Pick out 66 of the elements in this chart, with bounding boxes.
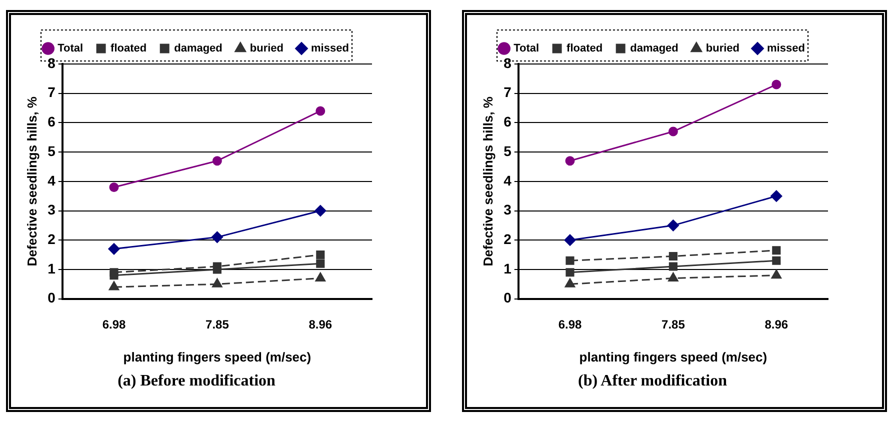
y-axis-title: Defective seedlings hills, % <box>480 96 496 266</box>
x-tick-label: 6.98 <box>558 317 582 332</box>
legend-label: Total <box>514 42 540 55</box>
point <box>315 272 326 282</box>
y-tick-label: 3 <box>504 202 512 218</box>
y-axis-title: Defective seedlings hills, % <box>24 96 40 266</box>
legend-label: missed <box>311 42 349 55</box>
y-tick-label: 6 <box>48 114 56 130</box>
y-tick-label: 5 <box>504 142 512 159</box>
x-tick-label: 7.85 <box>206 317 230 332</box>
point <box>212 278 222 288</box>
point <box>770 190 782 202</box>
legend-label: Total <box>58 42 84 55</box>
point <box>772 256 781 265</box>
point <box>108 243 120 255</box>
y-tick-label: 2 <box>48 230 56 247</box>
y-tick-label: 7 <box>48 84 56 100</box>
point <box>316 250 325 260</box>
point <box>772 246 781 255</box>
point <box>566 256 574 265</box>
text: (b) After modification <box>578 372 728 390</box>
legend-label: floated <box>566 42 603 55</box>
y-tick-label: 4 <box>504 172 512 188</box>
x-tick-label: 8.96 <box>308 317 332 332</box>
point <box>314 205 326 216</box>
legend-label: buried <box>706 42 740 55</box>
point <box>110 268 118 277</box>
legend-label: damaged <box>630 42 678 55</box>
y-tick-label: 4 <box>48 172 56 188</box>
x-axis-title: planting fingers speed (m/sec) <box>123 350 312 365</box>
legend-label: damaged <box>174 42 222 55</box>
x-tick-label: 6.98 <box>102 317 126 332</box>
point <box>668 126 678 136</box>
y-tick-label: 5 <box>48 142 56 159</box>
point <box>772 80 782 90</box>
point <box>212 156 222 166</box>
point <box>668 262 678 271</box>
y-tick-label: 6 <box>504 114 512 130</box>
point <box>565 156 575 166</box>
point <box>667 220 679 232</box>
y-tick-label: 3 <box>48 202 56 218</box>
y-tick-label: 0 <box>48 290 56 306</box>
x-axis-title: planting fingers speed (m/sec) <box>579 350 768 365</box>
y-tick-label: 2 <box>504 230 512 247</box>
x-tick-label: 8.96 <box>764 317 788 332</box>
point <box>566 268 574 277</box>
point <box>108 281 120 290</box>
y-tick-label: 1 <box>48 260 56 276</box>
legend-label: floated <box>110 42 147 55</box>
point <box>668 272 678 282</box>
point <box>316 106 326 116</box>
point <box>212 262 222 271</box>
point <box>771 270 782 279</box>
text: (a) Before modification <box>118 372 276 390</box>
y-tick-label: 0 <box>504 290 512 306</box>
y-tick-label: 7 <box>504 84 512 100</box>
legend-label: buried <box>250 42 284 55</box>
point <box>564 278 576 288</box>
point <box>564 234 576 246</box>
point <box>668 252 678 261</box>
point <box>211 231 223 243</box>
y-tick-label: 1 <box>504 260 512 276</box>
x-tick-label: 7.85 <box>662 317 686 332</box>
point <box>316 259 325 268</box>
legend-label: missed <box>767 42 805 55</box>
point <box>109 182 119 192</box>
